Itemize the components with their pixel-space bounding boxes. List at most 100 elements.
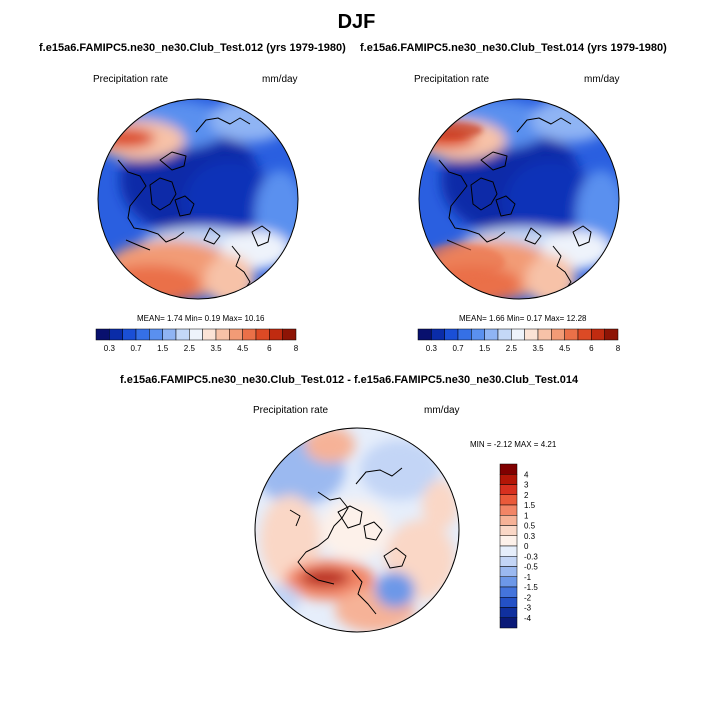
diff-variable-label: Precipitation rate <box>253 405 329 416</box>
colorbar-swatch <box>591 328 605 341</box>
colorbar-tick-label: 6 <box>267 344 272 353</box>
colorbar-swatch <box>524 328 539 341</box>
diff-map <box>254 427 460 633</box>
colorbar-tick-label: 1.5 <box>524 501 536 510</box>
panel1-min-label: Min= <box>184 314 203 323</box>
colorbar-tick-label: 8 <box>294 344 299 353</box>
colorbar-swatch <box>499 535 518 547</box>
colorbar-swatch <box>269 328 283 341</box>
colorbar-tick-label: 4.5 <box>559 344 571 353</box>
colorbar-tick-label: 0.3 <box>104 344 116 353</box>
colorbar-swatch <box>417 328 432 341</box>
colorbar-swatch <box>255 328 270 341</box>
panel1-min-value: 0.19 <box>204 314 221 323</box>
colorbar-swatch <box>122 328 137 341</box>
colorbar-swatch <box>499 607 518 618</box>
colorbar-swatch <box>109 328 123 341</box>
panel1-stats: MEAN= 1.74 Min= 0.19 Max= 10.16 <box>137 314 265 323</box>
colorbar-tick-label: -2 <box>524 593 532 602</box>
colorbar-swatch <box>175 328 190 341</box>
colorbar-swatch <box>95 328 110 341</box>
colorbar-tick-label: -0.5 <box>524 563 538 572</box>
colorbar-swatch <box>551 328 565 341</box>
panel2-mean-label: MEAN= <box>459 314 487 323</box>
colorbar-swatch <box>604 328 619 341</box>
panel1-mean-label: MEAN= <box>137 314 165 323</box>
colorbar-swatch <box>499 556 518 567</box>
panel1-max-label: Max= <box>222 314 243 323</box>
colorbar-tick-label: 3.5 <box>532 344 544 353</box>
colorbar-tick-label: 2 <box>524 491 529 500</box>
colorbar-tick-label: 0.7 <box>130 344 142 353</box>
colorbar-swatch <box>499 597 518 608</box>
diff-min-max: MIN = -2.12 MAX = 4.21 <box>470 440 557 449</box>
colorbar-swatch <box>444 328 459 341</box>
panel2-variable-label: Precipitation rate <box>414 74 490 85</box>
colorbar-swatch <box>499 525 518 536</box>
colorbar-tick-label: -0.3 <box>524 552 538 561</box>
colorbar-swatch <box>499 484 518 495</box>
colorbar-tick-label: 6 <box>589 344 594 353</box>
colorbar-swatch <box>499 494 518 506</box>
colorbar-tick-label: -3 <box>524 604 532 613</box>
panel1-case-label: f.e15a6.FAMIPC5.ne30_ne30.Club_Test.012 … <box>39 42 346 54</box>
colorbar-swatch <box>499 576 518 588</box>
colorbar-tick-label: 4 <box>524 470 529 479</box>
panel2-colorbar: 0.3 0.7 1.5 2.5 3.5 4.5 6 8 <box>417 328 621 353</box>
colorbar-swatch <box>162 328 177 341</box>
panel1-variable-label: Precipitation rate <box>93 74 169 85</box>
colorbar-swatch <box>511 328 525 341</box>
panel1-colorbar: 0.3 0.7 1.5 2.5 3.5 4.5 6 8 <box>95 328 299 353</box>
panel2-max-value: 12.28 <box>566 314 587 323</box>
colorbar-swatch <box>577 328 592 341</box>
colorbar-swatch <box>499 504 518 516</box>
colorbar-swatch <box>537 328 552 341</box>
colorbar-tick-label: 2.5 <box>506 344 518 353</box>
colorbar-swatch <box>499 566 518 577</box>
colorbar-swatch <box>499 515 518 526</box>
colorbar-tick-label: 1.5 <box>157 344 169 353</box>
colorbar-swatch <box>497 328 512 341</box>
panel2-map <box>418 98 620 300</box>
colorbar-swatch <box>484 328 499 341</box>
colorbar-tick-label: 3 <box>524 481 529 490</box>
colorbar-tick-label: 0.5 <box>524 522 536 531</box>
colorbar-swatch <box>282 328 297 341</box>
colorbar-swatch <box>499 474 518 485</box>
panel1-map <box>97 98 299 300</box>
colorbar-swatch <box>189 328 203 341</box>
panel2-min-label: Min= <box>506 314 525 323</box>
panel1-mean-value: 1.74 <box>167 314 183 323</box>
panel2-case-label: f.e15a6.FAMIPC5.ne30_ne30.Club_Test.014 … <box>360 42 667 54</box>
panel2-max-label: Max= <box>544 314 565 323</box>
colorbar-swatch <box>149 328 163 341</box>
diff-colorbar: 4 321.51 0.50.30-0.3 -0.5-1-1.5-2 -3-4 <box>499 463 538 629</box>
colorbar-tick-label: 1.5 <box>479 344 491 353</box>
colorbar-tick-label: 1 <box>524 511 529 520</box>
colorbar-swatch <box>135 328 150 341</box>
colorbar-tick-label: -1.5 <box>524 583 538 592</box>
colorbar-tick-label: -1 <box>524 573 532 582</box>
panel1-max-value: 10.16 <box>244 314 265 323</box>
colorbar-tick-label: 0 <box>524 542 529 551</box>
diff-units-label: mm/day <box>424 405 460 416</box>
season-title: DJF <box>337 11 376 33</box>
colorbar-swatch <box>499 586 518 598</box>
panel2-units-label: mm/day <box>584 74 620 85</box>
colorbar-tick-label: 0.3 <box>524 532 536 541</box>
colorbar-tick-label: 0.3 <box>426 344 438 353</box>
colorbar-tick-label: 2.5 <box>184 344 196 353</box>
colorbar-swatch <box>564 328 579 341</box>
colorbar-swatch <box>499 545 518 557</box>
diff-title: f.e15a6.FAMIPC5.ne30_ne30.Club_Test.012 … <box>120 374 579 386</box>
colorbar-tick-label: 0.7 <box>452 344 464 353</box>
colorbar-tick-label: 3.5 <box>210 344 222 353</box>
colorbar-swatch <box>499 463 518 475</box>
colorbar-tick-label: 8 <box>616 344 621 353</box>
panel2-min-value: 0.17 <box>526 314 543 323</box>
colorbar-tick-label: -4 <box>524 614 532 623</box>
panel1-units-label: mm/day <box>262 74 298 85</box>
colorbar-tick-label: 4.5 <box>237 344 249 353</box>
colorbar-swatch <box>242 328 257 341</box>
